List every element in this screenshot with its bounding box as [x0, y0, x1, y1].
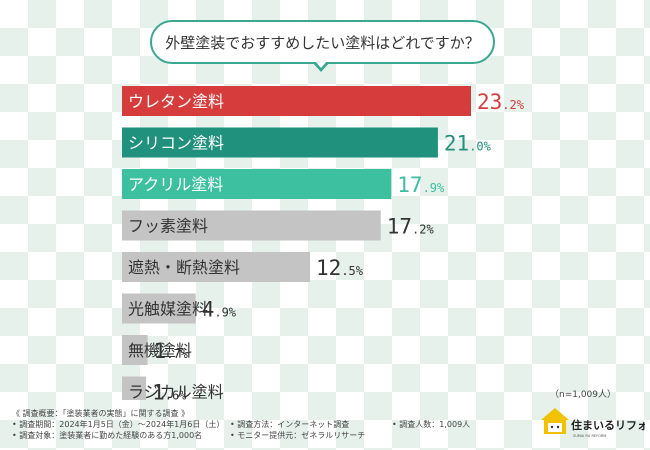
value-label-5: 4.9%	[202, 298, 237, 322]
bar-label-7: ラジカル塗料	[128, 383, 224, 401]
chart-title: 外壁塗装でおすすめしたい塗料はどれですか？	[150, 20, 495, 64]
bar-0	[122, 86, 471, 116]
value-label-2: 17.9%	[397, 173, 445, 197]
footer-period: • 調査期間：2024年1月5日（金）〜2024年1月6日（土）	[12, 420, 225, 429]
sample-size-note: （n=1,009人）	[549, 390, 616, 400]
bar-label-4: 遮熱・断熱塗料	[128, 258, 240, 277]
footer-provider: • モニター提供元：ゼネラルリサーチ	[230, 431, 366, 440]
bar-label-3: フッ素塗料	[128, 217, 208, 236]
survey-meta-2: • 調査方法：インターネット調査 • モニター提供元：ゼネラルリサーチ	[230, 408, 365, 441]
value-label-0: 23.2%	[477, 90, 525, 114]
value-label-6: 1.7%	[154, 339, 189, 363]
logo-subtext: SUMAI RU REFORM	[573, 434, 606, 438]
bar-label-0: ウレタン塗料	[128, 92, 224, 111]
bar-label-5: 光触媒塗料	[128, 300, 208, 319]
footer-target: • 調査対象：塗装業者に勤めた経験のある方1,000名	[12, 431, 203, 440]
house-roof-icon	[541, 408, 569, 420]
survey-overview: 《 調査概要：「塗装業者の実態」に関する調査 》 • 調査期間：2024年1月5…	[12, 408, 224, 441]
value-label-1: 21.0%	[444, 132, 492, 156]
footer-method: • 調査方法：インターネット調査	[230, 420, 350, 429]
footer-overview: 《 調査概要：「塗装業者の実態」に関する調査 》	[12, 409, 190, 418]
bar-2	[122, 169, 392, 199]
title-bubble-tail-inner	[315, 61, 327, 68]
bar-chart: ウレタン塗料 23.2% シリコン塗料 21.0% アクリル塗料 17.9% フッ素塗料 17…	[122, 86, 525, 401]
chart-title-text: 外壁塗装でおすすめしたい塗料はどれですか？	[165, 33, 480, 52]
value-label-3: 17.2%	[387, 215, 435, 239]
logo-text: 住まいるリフォーム	[571, 418, 645, 432]
bar-6	[122, 335, 148, 365]
bar-7	[122, 376, 147, 400]
value-label-4: 12.5%	[316, 256, 364, 280]
bar-1	[122, 127, 438, 158]
value-label-7: 1.6%	[152, 381, 187, 401]
bar-3	[122, 210, 381, 241]
survey-meta-3: • 調査人数：1,009人	[392, 408, 470, 430]
bar-label-1: シリコン塗料	[128, 134, 224, 153]
bar-label-2: アクリル塗料	[128, 175, 223, 194]
footer-count: • 調査人数：1,009人	[392, 420, 471, 429]
bar-label-6: 無機塗料	[128, 341, 192, 360]
bar-4	[122, 252, 311, 282]
brand-logo: 住まいるリフォーム SUMAI RU REFORM	[541, 408, 645, 438]
bar-5	[122, 293, 196, 324]
